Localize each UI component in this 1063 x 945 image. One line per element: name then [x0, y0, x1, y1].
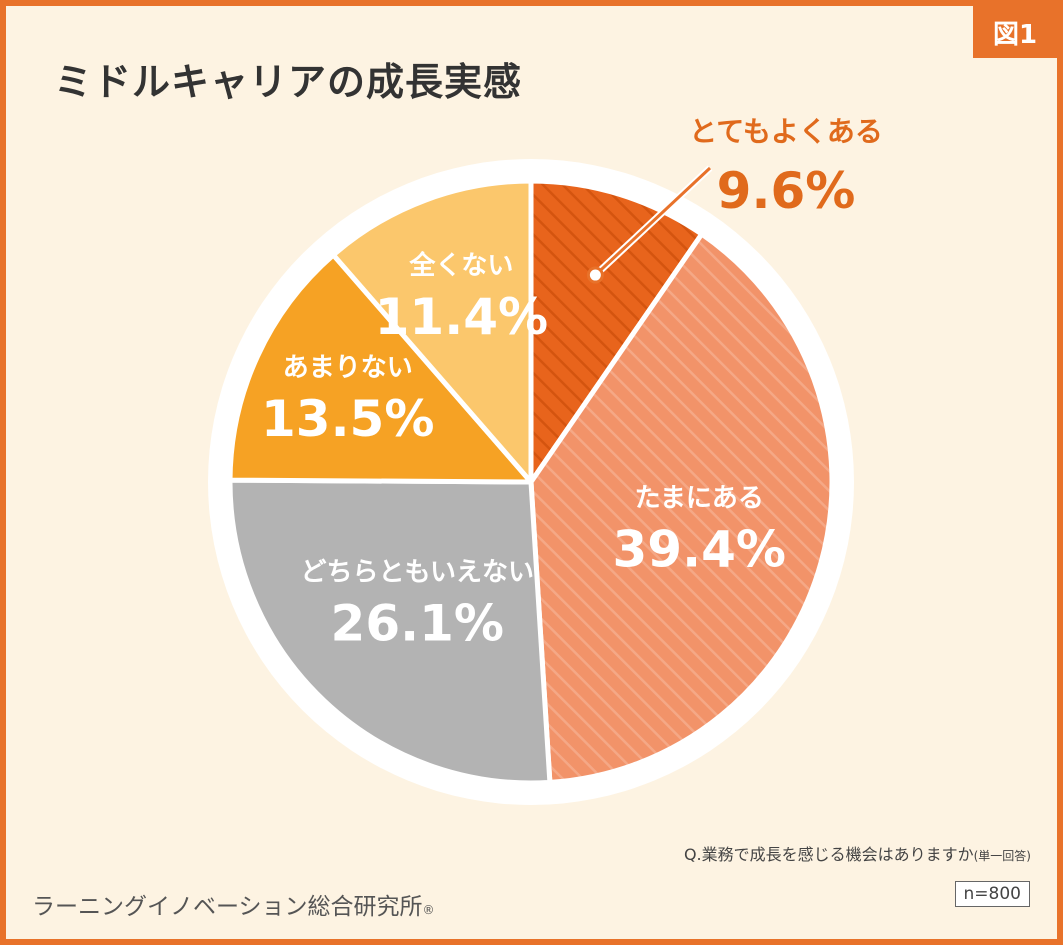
slice-label-1: とてもよくある — [689, 115, 883, 148]
callout-dot — [586, 266, 604, 284]
callout-line — [594, 166, 712, 277]
figure-label-badge: 図1 — [973, 6, 1057, 58]
slice-value-3: 26.1% — [331, 594, 504, 652]
organization-text: ラーニングイノベーション総合研究所 — [32, 894, 423, 920]
sample-size-box: n=800 — [954, 881, 1030, 907]
pie-slice-3 — [227, 477, 553, 786]
pie-slice-5 — [330, 178, 534, 485]
organization-name: ラーニングイノベーション総合研究所® — [32, 887, 435, 921]
pie-slice-2 — [528, 231, 835, 785]
slice-value-1: 9.6% — [717, 162, 856, 220]
slice-value-5: 11.4% — [375, 288, 548, 346]
chart-title: ミドルキャリアの成長実感 — [54, 60, 523, 104]
slice-label-4: あまりない — [283, 353, 413, 383]
registered-mark: ® — [422, 903, 435, 917]
question-note: (単一回答) — [973, 849, 1031, 863]
slice-label-5: 全くない — [408, 250, 513, 281]
slice-value-4: 13.5% — [261, 390, 434, 448]
slice-value-2: 39.4% — [613, 521, 786, 579]
slice-label-3: どちらともいえない — [301, 557, 534, 587]
slice-label-2: たまにある — [635, 484, 764, 514]
survey-question: Q.業務で成長を感じる機会はありますか(単一回答) — [684, 841, 1031, 865]
question-text: Q.業務で成長を感じる機会はありますか — [683, 845, 974, 864]
pie-slice-1 — [528, 178, 705, 485]
pie-slice-4 — [227, 252, 534, 485]
